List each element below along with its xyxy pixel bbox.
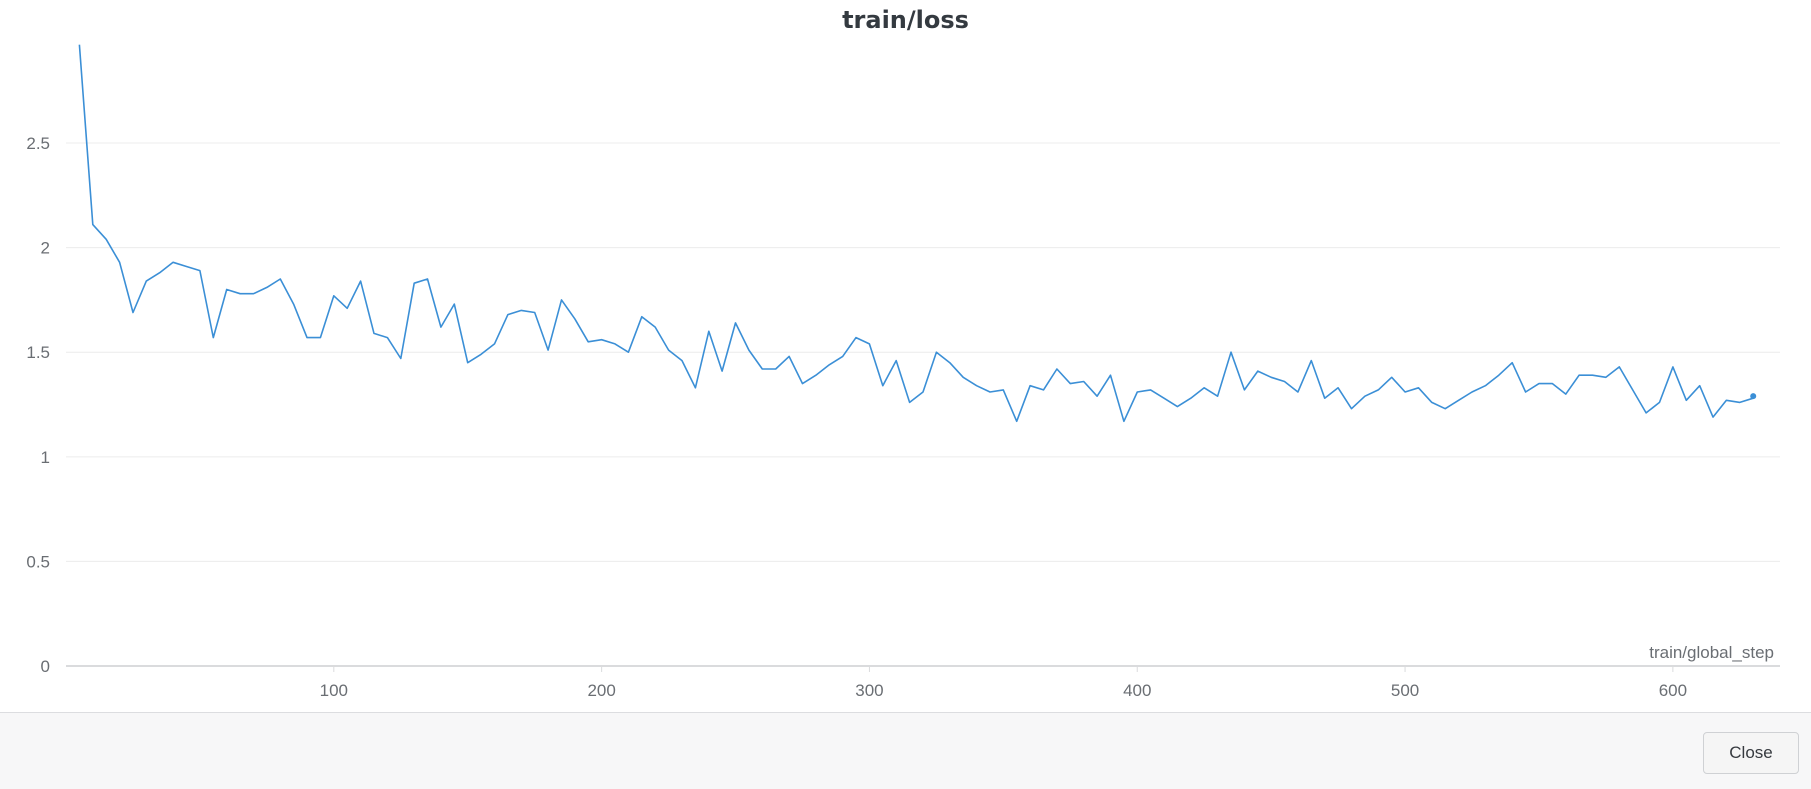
x-tick-label: 100: [320, 681, 348, 700]
x-tick-label: 600: [1659, 681, 1687, 700]
y-tick-label: 2.5: [26, 134, 50, 153]
y-tick-label: 1.5: [26, 343, 50, 362]
x-tick-label: 500: [1391, 681, 1419, 700]
x-axis-label: train/global_step: [1649, 643, 1774, 662]
series-endpoint-marker: [1750, 393, 1757, 400]
x-tick-label: 400: [1123, 681, 1151, 700]
dialog-footer: Close: [0, 712, 1811, 789]
close-button[interactable]: Close: [1703, 732, 1799, 774]
chart-title: train/loss: [842, 6, 969, 34]
y-tick-label: 2: [41, 239, 50, 258]
y-tick-label: 1: [41, 448, 50, 467]
y-tick-label: 0.5: [26, 552, 50, 571]
x-tick-label: 200: [587, 681, 615, 700]
y-tick-label: 0: [41, 657, 50, 676]
series-line: [78, 44, 1754, 423]
x-tick-label: 300: [855, 681, 883, 700]
chart-area: 0 0.5 1 1.5 2 2.5 100 200 300 400 500 600 train/glob…: [26, 44, 1780, 700]
